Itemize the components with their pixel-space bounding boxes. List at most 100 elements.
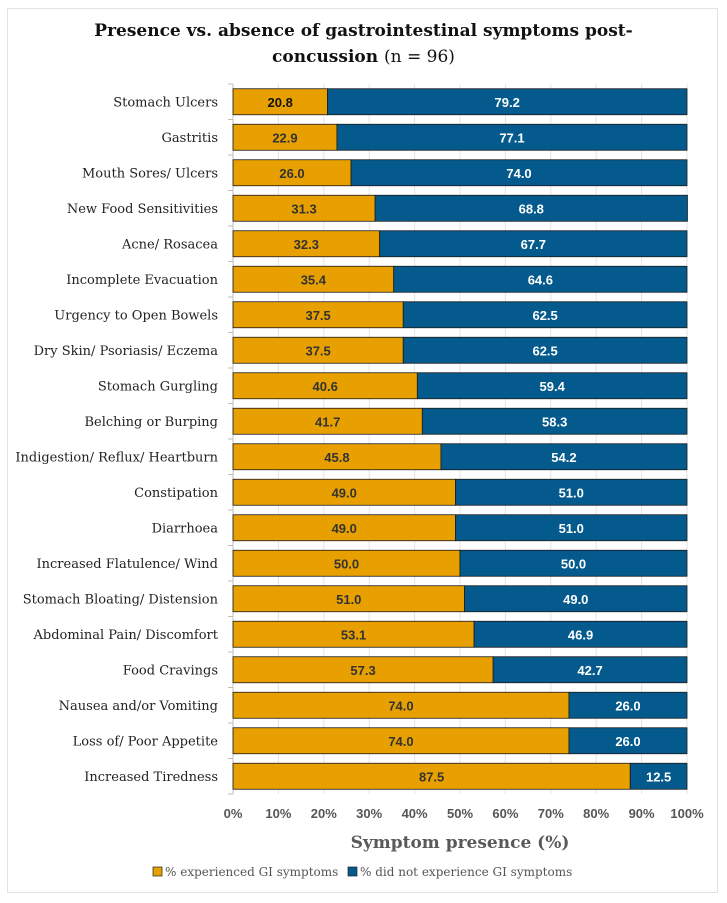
- category-label: Stomach Bloating/ Distension: [23, 592, 219, 607]
- bar-segment: [402, 301, 688, 329]
- data-label: 62.5: [532, 343, 557, 358]
- title-sample-size: (n = 96): [384, 47, 455, 67]
- bar-segment: [232, 88, 328, 116]
- bar-segment: [232, 762, 631, 790]
- bar-segment: [464, 585, 688, 613]
- bar-segment: [393, 265, 688, 293]
- data-label: 51.0: [559, 485, 584, 500]
- bar-segment: [629, 762, 688, 790]
- x-tick-label: 60%: [492, 806, 518, 821]
- legend-swatch: [152, 866, 163, 877]
- x-tick-label: 90%: [629, 806, 655, 821]
- x-tick-label: 0%: [224, 806, 243, 821]
- data-label: 58.3: [542, 414, 567, 429]
- data-label: 22.9: [272, 130, 297, 145]
- bar-segment: [232, 265, 395, 293]
- data-label: 51.0: [336, 592, 361, 607]
- bar-segment: [350, 159, 688, 187]
- data-label: 74.0: [388, 734, 413, 749]
- data-label: 46.9: [568, 627, 593, 642]
- bar-segment: [232, 727, 570, 755]
- data-label: 26.0: [279, 166, 304, 181]
- bar-segment: [232, 691, 570, 719]
- x-tick-label: 50%: [447, 806, 473, 821]
- category-label: Stomach Ulcers: [113, 95, 218, 110]
- data-label: 87.5: [419, 769, 444, 784]
- data-label: 62.5: [532, 308, 557, 323]
- bar-segment: [568, 691, 688, 719]
- data-label: 26.0: [615, 698, 640, 713]
- data-label: 35.4: [301, 272, 327, 287]
- bar-segment: [568, 727, 688, 755]
- category-label: Urgency to Open Bowels: [54, 308, 218, 323]
- legend-swatch: [347, 866, 358, 877]
- bar-segment: [455, 514, 688, 542]
- data-label: 49.0: [332, 485, 357, 500]
- bar-segment: [232, 123, 338, 151]
- x-axis-title: Symptom presence (%): [351, 833, 570, 853]
- category-label: Incomplete Evacuation: [66, 273, 218, 288]
- bar-segment: [232, 656, 494, 684]
- bar-segment: [232, 514, 456, 542]
- bar-segment: [336, 123, 688, 151]
- data-label: 74.0: [506, 166, 531, 181]
- x-tick-label: 70%: [538, 806, 564, 821]
- bar-segment: [416, 372, 688, 400]
- data-label: 20.8: [268, 95, 293, 110]
- data-label: 53.1: [341, 627, 366, 642]
- bar-segment: [402, 336, 688, 364]
- bar-segment: [232, 585, 465, 613]
- bar-segment: [232, 230, 381, 258]
- data-label: 32.3: [294, 237, 319, 252]
- data-label: 37.5: [305, 308, 330, 323]
- chart-title: Presence vs. absence of gastrointestinal…: [0, 18, 727, 70]
- bar-segment: [327, 88, 688, 116]
- legend-label: % did not experience GI symptoms: [360, 865, 572, 879]
- category-label: Increased Flatulence/ Wind: [37, 557, 219, 572]
- category-label: Indigestion/ Reflux/ Heartburn: [15, 450, 218, 465]
- data-label: 79.2: [495, 95, 520, 110]
- bar-segment: [473, 620, 688, 648]
- data-label: 31.3: [291, 201, 316, 216]
- category-label: New Food Sensitivities: [67, 202, 218, 217]
- data-label: 54.2: [551, 450, 576, 465]
- category-label: Dry Skin/ Psoriasis/ Eczema: [34, 344, 219, 359]
- data-label: 41.7: [315, 414, 340, 429]
- data-label: 12.5: [646, 769, 671, 784]
- bar-segment: [374, 194, 688, 222]
- data-label: 42.7: [577, 663, 602, 678]
- x-tick-label: 10%: [265, 806, 291, 821]
- data-label: 51.0: [559, 521, 584, 536]
- x-tick-label: 30%: [356, 806, 382, 821]
- bar-segment: [421, 407, 688, 435]
- bar-segment: [232, 478, 456, 506]
- data-label: 68.8: [519, 201, 544, 216]
- bar-segment: [232, 372, 418, 400]
- category-label: Stomach Gurgling: [98, 379, 218, 394]
- category-label: Increased Tiredness: [84, 770, 218, 785]
- data-label: 40.6: [313, 379, 338, 394]
- bar-segment: [455, 478, 688, 506]
- data-label: 64.6: [528, 272, 553, 287]
- data-label: 50.0: [561, 556, 586, 571]
- category-label: Diarrhoea: [152, 521, 219, 536]
- x-tick-label: 40%: [402, 806, 428, 821]
- x-tick-label: 20%: [311, 806, 337, 821]
- bar-segment: [232, 407, 423, 435]
- category-label: Nausea and/or Vomiting: [59, 699, 218, 714]
- bar-segment: [492, 656, 688, 684]
- legend-label: % experienced GI symptoms: [165, 865, 338, 879]
- category-label: Food Cravings: [123, 663, 218, 678]
- title-line-2-text: concussion: [272, 47, 379, 67]
- bar-segment: [232, 336, 404, 364]
- data-label: 50.0: [334, 556, 359, 571]
- category-label: Belching or Burping: [84, 415, 218, 430]
- bar-segment: [232, 549, 461, 577]
- title-line-1: Presence vs. absence of gastrointestinal…: [94, 21, 633, 41]
- title-line-2: concussion (n = 96): [0, 44, 727, 70]
- x-tick-label: 80%: [583, 806, 609, 821]
- data-label: 37.5: [305, 343, 330, 358]
- category-label: Mouth Sores/ Ulcers: [82, 166, 218, 181]
- bar-segment: [440, 443, 688, 471]
- data-label: 45.8: [324, 450, 349, 465]
